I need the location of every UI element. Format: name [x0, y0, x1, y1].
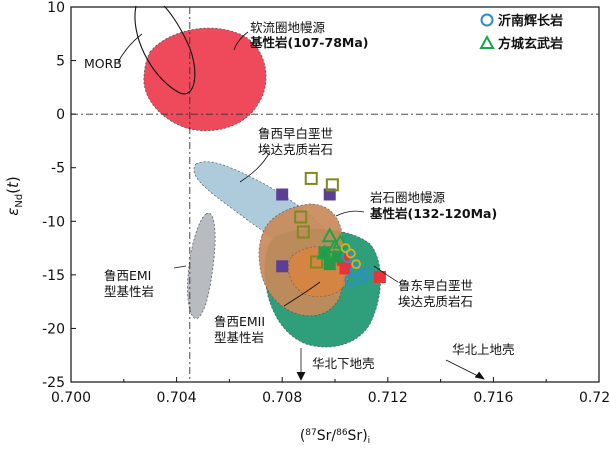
data-point-4-3: [344, 273, 358, 287]
data-points: [276, 171, 386, 287]
data-point-0-2: [276, 260, 289, 273]
y-tick-label-7: -25: [42, 375, 65, 391]
data-point-4-4: [360, 267, 374, 281]
data-point-3-0: [318, 246, 331, 259]
x-tick-label-5: 0.720: [579, 390, 610, 406]
leader-ludong-adakitic: [373, 265, 399, 283]
legend-marker-triangle: [479, 34, 495, 49]
x-axis-label: (87Sr/86Sr)i: [300, 428, 370, 446]
data-point-3-2: [331, 250, 344, 263]
y-axis-label: εNd(t): [4, 176, 25, 216]
data-point-1-2: [294, 210, 308, 224]
label-ludong-adakitic-2: 埃达克质岩石: [398, 294, 473, 309]
field-luxi-emi: [187, 212, 216, 319]
label-emii-2: 型基性岩: [214, 330, 264, 345]
data-point-2-1: [339, 262, 352, 275]
axis-ticks: 0.700 0.704 0.708 0.712 0.716 0.720 10 5 0 -5 -10 -…: [42, 0, 610, 406]
y-tick-label-0: 10: [47, 0, 65, 16]
data-point-1-0: [304, 171, 318, 185]
label-upper-crust: 华北上地壳: [452, 342, 515, 357]
label-lithospheric-2: 基性岩(132-120Ma): [369, 206, 497, 221]
field-labels: MORB 软流圈地幔源 基性岩(107-78Ma) 鲁西早白垩世 埃达克质岩石 …: [84, 20, 515, 371]
data-point-5-3: [332, 233, 349, 249]
legend-label-0: 沂南辉长岩: [498, 13, 563, 29]
label-lithospheric-1: 岩石圈地幔源: [370, 190, 446, 205]
field-asthenosphere-mantle: [143, 27, 267, 132]
data-point-2-2: [373, 271, 386, 283]
data-point-0-0: [276, 188, 289, 201]
leader-asthenosphere: [233, 31, 249, 51]
x-tick-label-2: 0.708: [262, 390, 302, 406]
arrow-lower-crust-head: [296, 371, 306, 381]
x-tick-label-0: 0.700: [51, 390, 91, 406]
data-point-5-1: [326, 237, 344, 253]
data-point-6-2: [351, 259, 362, 270]
data-point-6-0: [340, 243, 351, 253]
leader-morb: [117, 33, 143, 63]
y-tick-label-5: -15: [42, 268, 65, 284]
leader-emi: [173, 265, 187, 269]
leader-luxi-adakitic: [239, 151, 271, 183]
data-point-5-2: [316, 244, 333, 260]
label-emi-2: 型基性岩: [104, 284, 154, 299]
data-point-1-1: [325, 178, 339, 192]
data-point-1-4: [310, 255, 324, 269]
label-luxi-adakitic-1: 鲁西早白垩世: [258, 126, 333, 141]
y-tick-label-2: 0: [56, 107, 65, 123]
data-point-1-3: [296, 225, 310, 239]
legend-label-1: 方城玄武岩: [498, 36, 563, 52]
fields-layer: [134, 5, 381, 348]
x-tick-label-3: 0.712: [368, 390, 408, 406]
x-tick-label-1: 0.704: [157, 390, 197, 406]
label-asthenosphere-1: 软流圈地幔源: [250, 20, 326, 35]
arrow-upper-crust-head: [474, 371, 485, 380]
label-lower-crust: 华北下地壳: [312, 356, 375, 371]
label-asthenosphere-2: 基性岩(107-78Ma): [249, 35, 368, 50]
label-morb: MORB: [84, 56, 122, 71]
legend-marker-circle: [480, 13, 494, 27]
label-emi-1: 鲁西EMI: [104, 268, 151, 283]
label-emii-1: 鲁西EMII: [214, 314, 265, 329]
x-tick-label-4: 0.716: [473, 390, 513, 406]
data-point-0-1: [323, 188, 336, 201]
y-tick-label-3: -5: [51, 161, 65, 177]
y-tick-label-6: -20: [42, 321, 65, 337]
label-luxi-adakitic-2: 埃达克质岩石: [258, 142, 333, 157]
y-tick-label-1: 5: [56, 54, 65, 70]
label-ludong-adakitic-1: 鲁东早白垩世: [398, 278, 473, 293]
data-point-5-0: [321, 227, 338, 243]
field-morb: [134, 5, 196, 95]
leader-emii: [283, 281, 321, 307]
legend: 沂南辉长岩 方城玄武岩: [479, 13, 563, 52]
leader-lithospheric: [335, 210, 365, 217]
leader-lines: [117, 31, 485, 381]
y-tick-label-4: -10: [42, 214, 65, 230]
data-point-6-1: [345, 248, 356, 259]
arrow-upper-crust: [445, 359, 483, 379]
